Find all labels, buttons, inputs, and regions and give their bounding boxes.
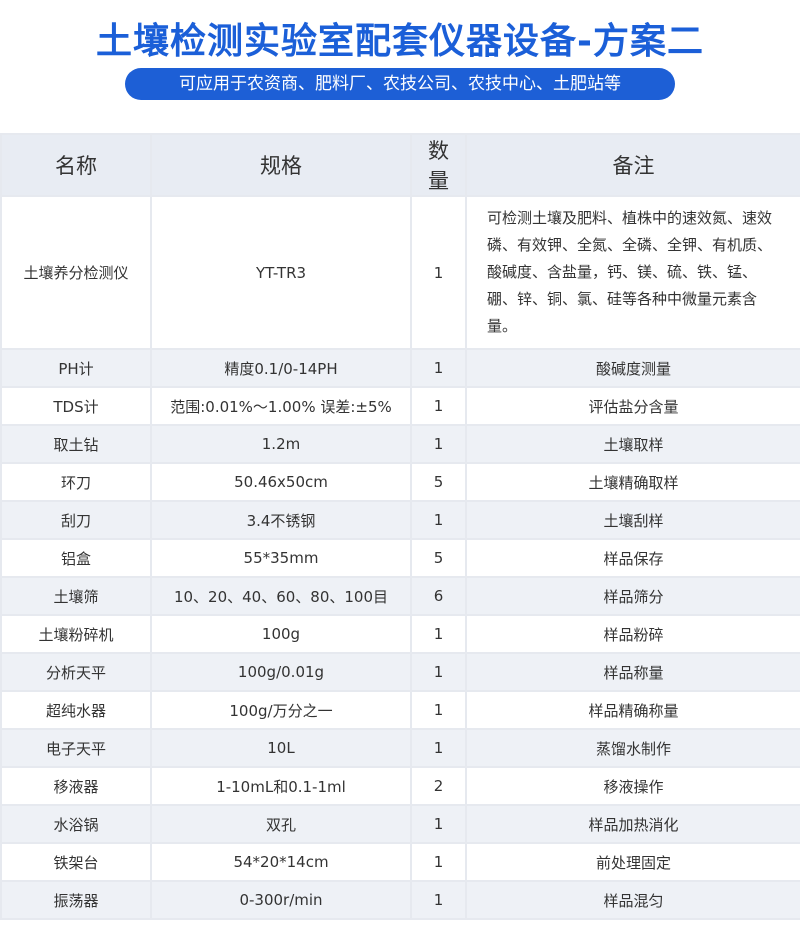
table-row: 水浴锅 双孔 1 样品加热消化 xyxy=(0,804,800,844)
table-row: 分析天平 100g/0.01g 1 样品称量 xyxy=(0,652,800,692)
table-cell: 1 xyxy=(410,804,467,844)
table-row: 环刀 50.46x50cm 5 土壤精确取样 xyxy=(0,462,800,502)
table-cell: 电子天平 xyxy=(0,728,152,768)
table-cell: 样品称量 xyxy=(465,652,800,692)
table-cell: 可检测土壤及肥料、植株中的速效氮、速效磷、有效钾、全氮、全磷、全钾、有机质、酸碱… xyxy=(465,195,800,350)
table-cell: 0-300r/min xyxy=(150,880,412,920)
table-cell: 范围:0.01%～1.00% 误差:±5% xyxy=(150,386,412,426)
table-cell: 铝盒 xyxy=(0,538,152,578)
table-cell: 1 xyxy=(410,652,467,692)
table-cell: 100g/万分之一 xyxy=(150,690,412,730)
table-cell: 移液器 xyxy=(0,766,152,806)
table-cell: 前处理固定 xyxy=(465,842,800,882)
table-cell: 1 xyxy=(410,842,467,882)
table-cell: 1 xyxy=(410,195,467,350)
table-cell: 5 xyxy=(410,538,467,578)
table-row: 土壤粉碎机 100g 1 样品粉碎 xyxy=(0,614,800,654)
table-body: 土壤养分检测仪 YT-TR3 1 可检测土壤及肥料、植株中的速效氮、速效磷、有效钾、全… xyxy=(0,195,800,920)
column-header: 规格 xyxy=(150,133,412,197)
table-cell: 2 xyxy=(410,766,467,806)
table-cell: 5 xyxy=(410,462,467,502)
title: 土壤检测实验室配套仪器设备-方案二 xyxy=(96,21,704,62)
table-cell: 取土钻 xyxy=(0,424,152,464)
table-cell: 50.46x50cm xyxy=(150,462,412,502)
table-cell: 1.2m xyxy=(150,424,412,464)
table-row: 移液器 1-10mL和0.1-1ml 2 移液操作 xyxy=(0,766,800,806)
table-cell: 1 xyxy=(410,386,467,426)
header-row: 名称 规格 数量 备注 xyxy=(0,133,800,197)
table-cell: 样品加热消化 xyxy=(465,804,800,844)
column-header: 数量 xyxy=(410,133,467,197)
table-cell: 双孔 xyxy=(150,804,412,844)
table-row: 铁架台 54*20*14cm 1 前处理固定 xyxy=(0,842,800,882)
table-cell: 6 xyxy=(410,576,467,616)
table-cell: 1-10mL和0.1-1ml xyxy=(150,766,412,806)
table-cell: 1 xyxy=(410,348,467,388)
table-cell: 样品混匀 xyxy=(465,880,800,920)
table-cell: YT-TR3 xyxy=(150,195,412,350)
table-cell: 土壤精确取样 xyxy=(465,462,800,502)
table-cell: 振荡器 xyxy=(0,880,152,920)
table-cell: 刮刀 xyxy=(0,500,152,540)
column-header: 名称 xyxy=(0,133,152,197)
table-cell: 1 xyxy=(410,880,467,920)
table-cell: 精度0.1/0-14PH xyxy=(150,348,412,388)
table-cell: 样品粉碎 xyxy=(465,614,800,654)
table-cell: 样品筛分 xyxy=(465,576,800,616)
table-cell: 1 xyxy=(410,500,467,540)
table-cell: 100g xyxy=(150,614,412,654)
table-cell: 100g/0.01g xyxy=(150,652,412,692)
table-cell: 1 xyxy=(410,690,467,730)
table-cell: 土壤养分检测仪 xyxy=(0,195,152,350)
table-cell: 水浴锅 xyxy=(0,804,152,844)
table-row: 超纯水器 100g/万分之一 1 样品精确称量 xyxy=(0,690,800,730)
table-cell: 评估盐分含量 xyxy=(465,386,800,426)
table-cell: 超纯水器 xyxy=(0,690,152,730)
table-row: TDS计 范围:0.01%～1.00% 误差:±5% 1 评估盐分含量 xyxy=(0,386,800,426)
table-cell: 分析天平 xyxy=(0,652,152,692)
table-cell: 环刀 xyxy=(0,462,152,502)
table-cell: 54*20*14cm xyxy=(150,842,412,882)
table-cell: 10、20、40、60、80、100目 xyxy=(150,576,412,616)
column-header: 备注 xyxy=(465,133,800,197)
table-cell: 1 xyxy=(410,424,467,464)
table-cell: 55*35mm xyxy=(150,538,412,578)
table-cell: 酸碱度测量 xyxy=(465,348,800,388)
table-cell: PH计 xyxy=(0,348,152,388)
table-cell: 样品精确称量 xyxy=(465,690,800,730)
table-row: 土壤养分检测仪 YT-TR3 1 可检测土壤及肥料、植株中的速效氮、速效磷、有效钾、全… xyxy=(0,195,800,350)
table-row: 取土钻 1.2m 1 土壤取样 xyxy=(0,424,800,464)
table-cell: 10L xyxy=(150,728,412,768)
table-row: 振荡器 0-300r/min 1 样品混匀 xyxy=(0,880,800,920)
table-row: 刮刀 3.4不锈钢 1 土壤刮样 xyxy=(0,500,800,540)
equipment-table: 名称 规格 数量 备注 土壤养分检测仪 YT-TR3 1 可检测土壤及肥料、植株中的速效氮、… xyxy=(0,133,800,920)
table-cell: 移液操作 xyxy=(465,766,800,806)
table-cell: 土壤取样 xyxy=(465,424,800,464)
table-cell: 土壤刮样 xyxy=(465,500,800,540)
table-row: 土壤筛 10、20、40、60、80、100目 6 样品筛分 xyxy=(0,576,800,616)
table-cell: 土壤筛 xyxy=(0,576,152,616)
table-row: PH计 精度0.1/0-14PH 1 酸碱度测量 xyxy=(0,348,800,388)
table-cell: 1 xyxy=(410,614,467,654)
table-cell: TDS计 xyxy=(0,386,152,426)
table-row: 铝盒 55*35mm 5 样品保存 xyxy=(0,538,800,578)
subtitle: 可应用于农资商、肥料厂、农技公司、农技中心、土肥站等 xyxy=(125,68,675,100)
table-cell: 蒸馏水制作 xyxy=(465,728,800,768)
table-cell: 3.4不锈钢 xyxy=(150,500,412,540)
table-cell: 土壤粉碎机 xyxy=(0,614,152,654)
table-cell: 样品保存 xyxy=(465,538,800,578)
table-cell: 1 xyxy=(410,728,467,768)
table-cell: 铁架台 xyxy=(0,842,152,882)
table-row: 电子天平 10L 1 蒸馏水制作 xyxy=(0,728,800,768)
